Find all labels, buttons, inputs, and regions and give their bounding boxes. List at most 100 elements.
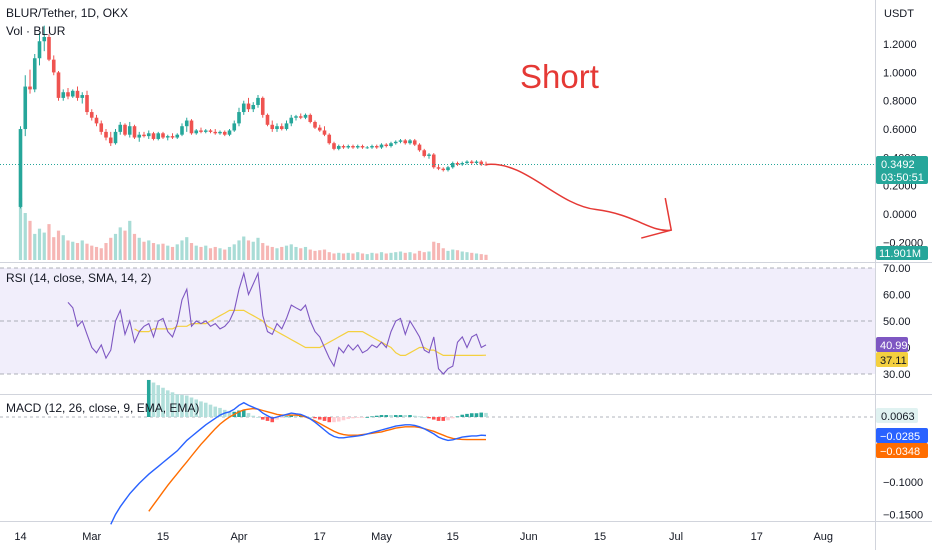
volume-badge	[876, 246, 928, 260]
volume-bar	[185, 237, 189, 260]
volume-bar	[427, 251, 431, 260]
volume-bar	[99, 248, 103, 260]
candle-body	[403, 140, 408, 144]
volume-bar	[479, 254, 483, 260]
candle	[441, 167, 446, 172]
volume-bar	[370, 252, 374, 260]
signal-line	[148, 407, 486, 512]
macd-hist-bar	[241, 409, 246, 417]
candle-body	[184, 120, 189, 127]
candle-body	[294, 116, 298, 118]
candle-body	[218, 131, 222, 134]
candle	[465, 160, 469, 165]
candle-body	[441, 168, 446, 171]
candle-body	[80, 95, 85, 98]
candle	[479, 160, 484, 166]
candle	[355, 144, 360, 149]
candle-body	[170, 136, 175, 138]
macd-hist-bar	[398, 415, 403, 417]
candle-body	[256, 97, 260, 105]
candle-body	[370, 146, 374, 148]
candle-body	[265, 114, 270, 125]
candle	[365, 146, 370, 149]
volume-bar	[204, 245, 208, 260]
candle	[270, 120, 275, 132]
candle	[294, 114, 298, 121]
candle-body	[85, 95, 89, 113]
candle-body	[213, 131, 218, 134]
candle	[374, 144, 379, 149]
volume-bar	[313, 250, 317, 260]
candle-body	[279, 126, 284, 130]
macd-hist-badge	[876, 408, 918, 423]
candle-body	[465, 161, 469, 164]
volume-bar	[227, 246, 232, 260]
candle	[203, 129, 208, 134]
last-price-value: 0.3492	[881, 159, 915, 171]
volume-bar	[170, 246, 175, 260]
macd-hist-bar	[156, 385, 161, 417]
macd-hist-bar	[427, 417, 431, 419]
volume-bar	[375, 253, 379, 260]
candle	[322, 126, 327, 137]
candle	[18, 126, 23, 209]
volume-bar	[365, 254, 369, 260]
time-tick-label: 17	[314, 531, 326, 543]
signal-value-badge	[876, 443, 928, 458]
volume-bar	[422, 252, 426, 260]
candle	[208, 129, 213, 134]
candlesticks[interactable]	[18, 25, 488, 209]
time-tick-label: May	[371, 531, 392, 543]
macd-hist-bar	[412, 415, 417, 417]
candle	[165, 134, 170, 141]
macd-value-badge	[876, 428, 928, 443]
candle-body	[75, 90, 80, 98]
macd-hist-bar	[469, 413, 474, 417]
candle-body	[99, 123, 104, 132]
candle-body	[351, 146, 355, 148]
macd-histogram	[146, 379, 488, 423]
candle-body	[260, 97, 265, 115]
volume-bar	[303, 246, 308, 260]
time-tick-label: Aug	[813, 531, 833, 543]
macd-hist-bar	[417, 416, 422, 418]
candle	[42, 25, 47, 52]
volume-bar	[109, 237, 113, 260]
candle	[113, 129, 118, 145]
volume-bar	[151, 243, 156, 260]
volume-value: 11.901M	[879, 248, 921, 260]
rsi-tick-label: 30.00	[883, 369, 911, 381]
candle	[398, 138, 403, 144]
candle-body	[360, 146, 365, 148]
macd-hist-bar	[279, 417, 284, 418]
time-tick-label: Mar	[82, 531, 101, 543]
macd-hist-bar	[455, 416, 460, 418]
candle-body	[417, 144, 422, 151]
volume-bar	[199, 246, 203, 260]
macd-line	[110, 401, 487, 525]
candle-body	[251, 104, 256, 110]
candle-body	[175, 134, 180, 138]
volume-bar	[23, 213, 27, 260]
volume-bar	[294, 246, 298, 260]
macd-hist-bar	[256, 417, 260, 418]
candle-body	[317, 127, 322, 131]
rsi-ma-line	[134, 309, 487, 356]
rsi-guides	[0, 267, 875, 375]
macd-hist-bar	[199, 401, 203, 417]
candle	[360, 144, 365, 149]
macd-hist-bar	[355, 417, 360, 418]
candle	[151, 131, 156, 141]
candle	[175, 133, 180, 139]
price-tick-label: 1.0000	[883, 67, 917, 79]
candle-body	[123, 124, 127, 135]
candle-body	[460, 163, 465, 165]
candle-body	[32, 58, 37, 90]
macd-title: MACD (12, 26, close, 9, EMA, EMA)	[6, 401, 199, 415]
volume-bar	[446, 250, 450, 260]
candle	[32, 53, 37, 93]
macd-hist-bar	[165, 390, 170, 417]
volume-bar	[147, 240, 151, 260]
candle-body	[222, 131, 227, 135]
